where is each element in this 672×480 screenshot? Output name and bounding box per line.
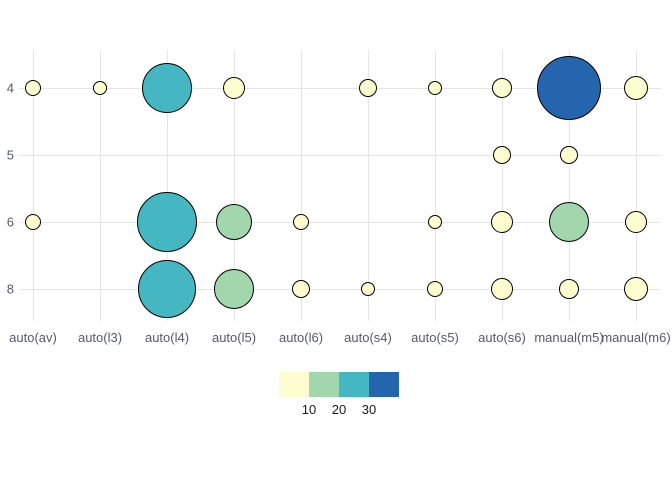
h-gridline bbox=[19, 289, 661, 290]
y-tick-label: 5 bbox=[6, 147, 14, 163]
count-bubble bbox=[359, 79, 377, 97]
legend-swatch bbox=[279, 372, 309, 397]
legend-swatch bbox=[309, 372, 339, 397]
count-bubble bbox=[427, 281, 443, 297]
count-bubble bbox=[560, 146, 578, 164]
x-tick-label: auto(l5) bbox=[211, 330, 257, 345]
legend-tick-label: 20 bbox=[331, 402, 347, 417]
v-gridline bbox=[502, 50, 503, 321]
x-tick-label: auto(l6) bbox=[278, 330, 324, 345]
x-tick-label: manual(m5) bbox=[534, 330, 604, 345]
count-bubble bbox=[223, 77, 245, 99]
count-bubble bbox=[216, 204, 252, 240]
y-tick-label: 4 bbox=[6, 80, 14, 96]
count-bubble bbox=[293, 214, 309, 230]
v-gridline bbox=[368, 50, 369, 321]
count-bubble bbox=[428, 215, 442, 229]
y-tick-label: 8 bbox=[6, 281, 14, 297]
count-bubble bbox=[624, 76, 648, 100]
count-bubble bbox=[624, 277, 648, 301]
legend-tick-label: 10 bbox=[301, 402, 317, 417]
v-gridline bbox=[301, 50, 302, 321]
legend-swatch bbox=[369, 372, 399, 397]
y-tick-label: 6 bbox=[6, 214, 14, 230]
v-gridline bbox=[33, 50, 34, 321]
x-tick-label: auto(s5) bbox=[411, 330, 459, 345]
count-bubble bbox=[292, 280, 310, 298]
v-gridline bbox=[569, 50, 570, 321]
count-bubble bbox=[138, 260, 196, 318]
count-bubble bbox=[491, 278, 513, 300]
x-tick-label: auto(l4) bbox=[144, 330, 190, 345]
count-bubble bbox=[559, 279, 579, 299]
x-tick-label: auto(s6) bbox=[478, 330, 526, 345]
count-bubble bbox=[549, 202, 589, 242]
h-gridline bbox=[19, 222, 661, 223]
v-gridline bbox=[100, 50, 101, 321]
x-tick-label: manual(m6) bbox=[601, 330, 671, 345]
count-bubble bbox=[25, 214, 41, 230]
legend-swatch bbox=[339, 372, 369, 397]
count-bubble bbox=[492, 78, 512, 98]
count-bubble bbox=[137, 192, 197, 252]
count-bubble bbox=[214, 269, 254, 309]
count-bubble bbox=[493, 146, 511, 164]
legend-tick-label: 30 bbox=[361, 402, 377, 417]
x-tick-label: auto(l3) bbox=[77, 330, 123, 345]
count-bubble bbox=[428, 81, 442, 95]
h-gridline bbox=[19, 88, 661, 89]
count-bubble bbox=[625, 211, 647, 233]
count-bubble bbox=[25, 80, 41, 96]
x-tick-label: auto(av) bbox=[9, 330, 57, 345]
count-bubble bbox=[93, 81, 107, 95]
count-bubble bbox=[491, 211, 513, 233]
h-gridline bbox=[19, 155, 661, 156]
v-gridline bbox=[234, 50, 235, 321]
v-gridline bbox=[636, 50, 637, 321]
v-gridline bbox=[167, 50, 168, 321]
v-gridline bbox=[435, 50, 436, 321]
count-bubble bbox=[537, 56, 601, 120]
x-tick-label: auto(s4) bbox=[344, 330, 392, 345]
count-bubble bbox=[142, 63, 192, 113]
count-bubble bbox=[361, 282, 375, 296]
